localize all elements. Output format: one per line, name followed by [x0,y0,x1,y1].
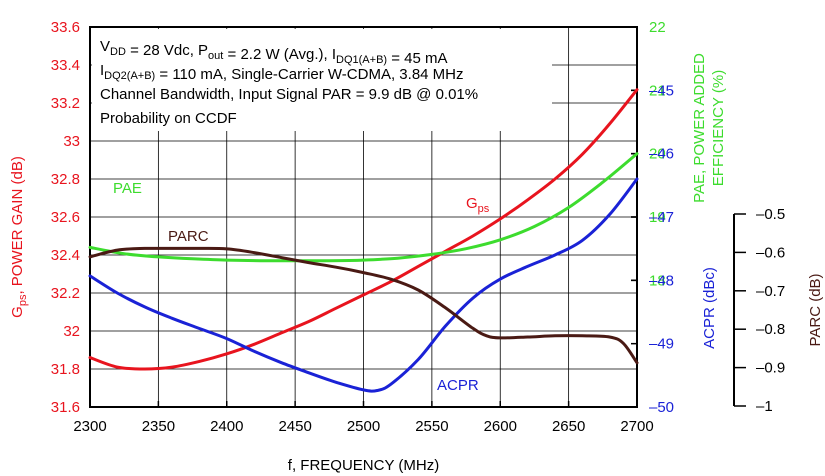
parc-tick-label: –0.7 [756,283,785,300]
parc-tick-label: –0.9 [756,360,785,377]
series-label-pae: PAE [113,180,142,197]
series-parc-line [88,246,639,365]
left-tick-label: 32.6 [51,209,80,226]
parc-tick-label: –0.5 [756,206,785,223]
pae-axis-label-line1: PAE, POWER ADDED [691,53,708,203]
x-tick-label: 2400 [210,418,243,435]
x-tick-label: 2450 [278,418,311,435]
x-tick-label: 2550 [415,418,448,435]
left-tick-label: 32.4 [51,247,80,264]
acpr-tick-label: –49 [649,336,674,353]
pae-tick-label: 22 [649,19,666,36]
x-axis-label: f, FREQUENCY (MHz) [288,457,439,474]
annotation-line: IDQ2(A+B) = 110 mA, Single-Carrier W-CDM… [100,62,464,83]
left-tick-label: 33 [63,133,80,150]
left-tick-label: 32 [63,323,80,340]
left-axis-label: Gps, POWER GAIN (dB) [9,156,29,318]
left-tick-label: 33.6 [51,19,80,36]
pae-tick-label: 19 [649,209,666,226]
x-tick-label: 2350 [142,418,175,435]
left-tick-label: 31.8 [51,361,80,378]
series-label-parc: PARC [168,228,209,245]
pae-axis-label: PAE, POWER ADDED EFFICIENCY (%) [691,53,727,203]
pae-axis-label-line2: EFFICIENCY (%) [710,70,727,186]
pae-tick-label: 18 [649,272,666,289]
series-label-acpr: ACPR [437,377,479,394]
pae-tick-label: 20 [649,146,666,163]
acpr-axis-label: ACPR (dBc) [701,267,718,349]
annotation-box [92,29,552,131]
x-tick-label: 2500 [347,418,380,435]
acpr-tick-label: –48 [649,272,674,289]
left-tick-label: 33.2 [51,95,80,112]
series-label-g: Gps [466,195,490,215]
x-tick-label: 2600 [484,418,517,435]
parc-tick-label: –0.8 [756,321,785,338]
series-g-line [88,88,639,371]
acpr-tick-label: –47 [649,209,674,226]
x-tick-label: 2300 [73,418,106,435]
pae-tick-label: 21 [649,82,666,99]
annotation-line: Channel Bandwidth, Input Signal PAR = 9.… [100,86,478,103]
annotation-line: VDD = 28 Vdc, Pout = 2.2 W (Avg.), IDQ1(… [100,38,448,67]
acpr-tick-label: –46 [649,146,674,163]
parc-tick-label: –1 [756,398,773,415]
series-pae-line [88,152,639,263]
series-acpr-line [88,177,639,393]
x-tick-label: 2650 [552,418,585,435]
annotation-line: Probability on CCDF [100,110,237,127]
parc-axis-label: PARC (dB) [807,273,824,346]
left-tick-label: 33.4 [51,57,80,74]
acpr-tick-label: –45 [649,82,674,99]
acpr-tick-label: –50 [649,399,674,416]
parc-tick-label: –0.6 [756,244,785,261]
left-tick-label: 32.2 [51,285,80,302]
left-tick-label: 31.6 [51,399,80,416]
left-tick-label: 32.8 [51,171,80,188]
x-tick-label: 2700 [620,418,653,435]
